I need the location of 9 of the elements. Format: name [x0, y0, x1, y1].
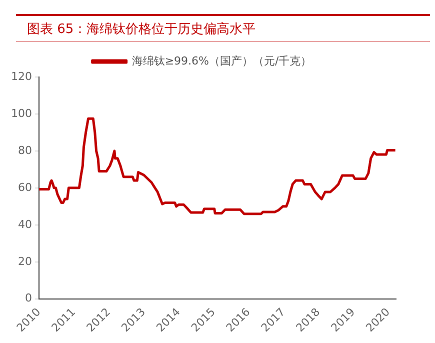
y-tick-label: 80 — [18, 144, 32, 157]
y-tick-label: 60 — [18, 180, 32, 194]
y-tick-label: 40 — [18, 218, 32, 231]
chart-title: 图表 65：海绵钛价格位于历史偏高水平 — [27, 21, 256, 38]
y-tick-label: 100 — [10, 106, 32, 120]
legend-label: 海绵钛≥99.6%（国产）（元/千克） — [132, 54, 312, 68]
y-tick-label: 20 — [18, 254, 32, 268]
y-tick-label: 0 — [24, 292, 32, 305]
y-tick-label: 120 — [10, 70, 32, 83]
